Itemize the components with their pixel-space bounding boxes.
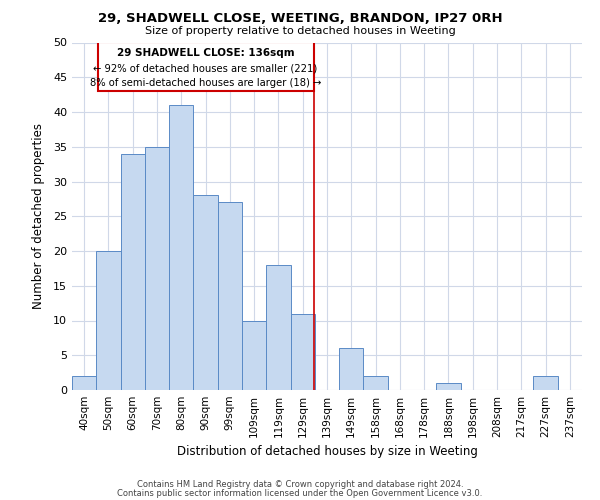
Bar [97,42,314,91]
Y-axis label: Number of detached properties: Number of detached properties [32,123,44,309]
Bar [193,196,218,390]
Bar [242,320,266,390]
Bar [364,376,388,390]
Bar [218,202,242,390]
Bar [533,376,558,390]
Text: 29 SHADWELL CLOSE: 136sqm: 29 SHADWELL CLOSE: 136sqm [117,48,295,58]
Text: Contains public sector information licensed under the Open Government Licence v3: Contains public sector information licen… [118,488,482,498]
Bar [96,251,121,390]
Bar [121,154,145,390]
Text: ← 92% of detached houses are smaller (221): ← 92% of detached houses are smaller (22… [94,63,317,73]
X-axis label: Distribution of detached houses by size in Weeting: Distribution of detached houses by size … [176,446,478,458]
Text: 29, SHADWELL CLOSE, WEETING, BRANDON, IP27 0RH: 29, SHADWELL CLOSE, WEETING, BRANDON, IP… [98,12,502,26]
Bar [339,348,364,390]
Text: 8% of semi-detached houses are larger (18) →: 8% of semi-detached houses are larger (1… [90,78,321,88]
Bar [72,376,96,390]
Text: Size of property relative to detached houses in Weeting: Size of property relative to detached ho… [145,26,455,36]
Bar [436,383,461,390]
Bar [145,147,169,390]
Bar [169,105,193,390]
Text: Contains HM Land Registry data © Crown copyright and database right 2024.: Contains HM Land Registry data © Crown c… [137,480,463,489]
Bar [290,314,315,390]
Bar [266,265,290,390]
